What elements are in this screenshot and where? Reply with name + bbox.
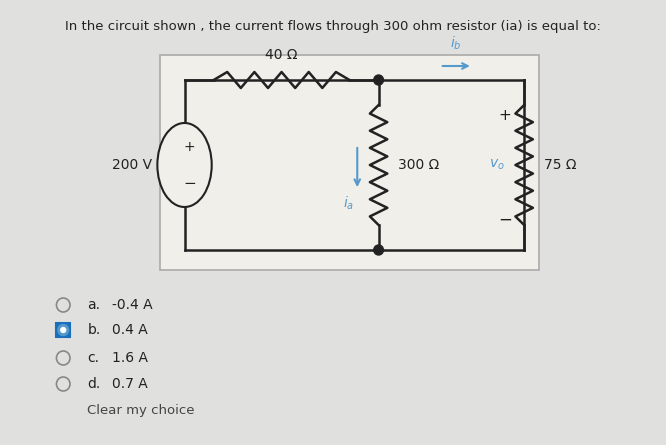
Text: 0.4 A: 0.4 A	[112, 323, 147, 337]
Text: $i_b$: $i_b$	[450, 35, 462, 52]
Circle shape	[374, 75, 384, 85]
Circle shape	[58, 324, 69, 336]
Text: d.: d.	[87, 377, 101, 391]
Text: -0.4 A: -0.4 A	[112, 298, 153, 312]
Bar	[161, 55, 539, 270]
Circle shape	[57, 351, 70, 365]
Circle shape	[61, 328, 66, 332]
Text: 300 Ω: 300 Ω	[398, 158, 440, 172]
Text: $v_o$: $v_o$	[489, 158, 505, 172]
Text: In the circuit shown , the current flows through 300 ohm resistor (ia) is equal : In the circuit shown , the current flows…	[65, 20, 601, 33]
Text: b.: b.	[87, 323, 101, 337]
Text: Clear my choice: Clear my choice	[87, 404, 195, 417]
Text: 75 Ω: 75 Ω	[543, 158, 576, 172]
Text: c.: c.	[87, 351, 99, 365]
Text: 1.6 A: 1.6 A	[112, 351, 148, 365]
Text: +: +	[498, 108, 511, 122]
Text: −: −	[183, 175, 196, 190]
Circle shape	[374, 245, 384, 255]
Text: 40 Ω: 40 Ω	[265, 48, 298, 62]
Text: 0.7 A: 0.7 A	[112, 377, 147, 391]
Ellipse shape	[157, 123, 212, 207]
Circle shape	[57, 377, 70, 391]
Circle shape	[57, 298, 70, 312]
Text: −: −	[498, 211, 511, 229]
Text: 200 V: 200 V	[113, 158, 153, 172]
Text: a.: a.	[87, 298, 101, 312]
Bar	[57, 323, 70, 337]
Text: $i_a$: $i_a$	[343, 195, 354, 212]
Text: +: +	[184, 140, 195, 154]
